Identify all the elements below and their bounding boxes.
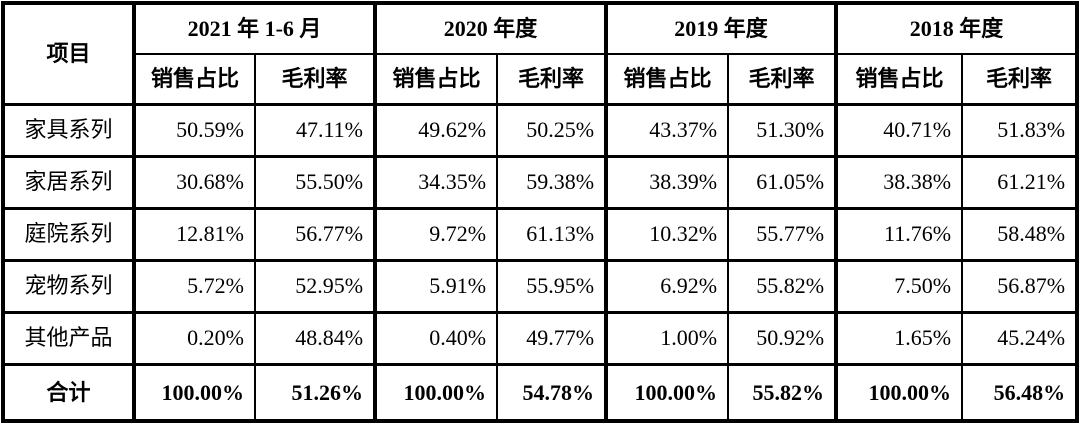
data-cell: 47.11%: [253, 102, 377, 157]
subheader-sales-share: 销售占比: [834, 53, 964, 105]
period-header-2021: 2021 年 1-6 月: [131, 2, 377, 55]
period-header-2018: 2018 年度: [834, 2, 1079, 55]
header-row-metrics: 销售占比 毛利率 销售占比 毛利率 销售占比 毛利率 销售占比 毛利率: [3, 53, 1079, 105]
data-cell: 1.65%: [834, 310, 964, 365]
data-cell: 55.95%: [496, 258, 608, 313]
data-cell: 43.37%: [604, 102, 730, 157]
data-cell: 61.21%: [961, 154, 1079, 209]
table-row-courtyard: 庭院系列 12.81% 56.77% 9.72% 61.13% 10.32% 5…: [2, 206, 1079, 261]
row-label: 宠物系列: [2, 258, 135, 313]
data-cell: 100.00%: [834, 362, 964, 422]
data-cell: 7.50%: [834, 258, 964, 313]
data-cell: 55.82%: [727, 258, 838, 313]
data-cell: 38.39%: [604, 154, 730, 209]
data-cell: 38.38%: [834, 154, 964, 209]
subheader-sales-share: 销售占比: [132, 53, 256, 105]
data-cell: 5.72%: [132, 258, 256, 313]
subheader-sales-share: 销售占比: [604, 53, 730, 105]
data-cell: 48.84%: [253, 310, 377, 365]
data-cell: 50.59%: [132, 102, 256, 157]
data-cell: 55.50%: [253, 154, 377, 209]
data-cell: 0.40%: [373, 310, 499, 365]
data-cell: 58.48%: [961, 206, 1079, 261]
data-cell: 61.05%: [727, 154, 838, 209]
data-cell: 59.38%: [496, 154, 608, 209]
data-cell: 100.00%: [132, 362, 256, 422]
data-cell: 49.77%: [496, 310, 608, 365]
data-cell: 11.76%: [834, 206, 964, 261]
table-row-other: 其他产品 0.20% 48.84% 0.40% 49.77% 1.00% 50.…: [2, 310, 1079, 365]
data-cell: 51.26%: [253, 362, 377, 422]
data-cell: 50.25%: [496, 102, 608, 157]
data-cell: 61.13%: [496, 206, 608, 261]
data-cell: 100.00%: [373, 362, 499, 422]
data-cell: 30.68%: [132, 154, 256, 209]
subheader-sales-share: 销售占比: [373, 53, 499, 105]
header-row-periods: 项目 2021 年 1-6 月 2020 年度 2019 年度 2018 年度: [2, 2, 1079, 105]
data-cell: 6.92%: [604, 258, 730, 313]
data-cell: 10.32%: [604, 206, 730, 261]
row-label: 合计: [2, 362, 135, 422]
row-label: 家居系列: [2, 154, 135, 209]
data-cell: 45.24%: [961, 310, 1079, 365]
data-cell: 51.83%: [961, 102, 1079, 157]
row-label: 家具系列: [2, 102, 135, 157]
subheader-gross-margin: 毛利率: [253, 53, 377, 105]
table-row-pet: 宠物系列 5.72% 52.95% 5.91% 55.95% 6.92% 55.…: [2, 258, 1079, 313]
data-cell: 1.00%: [604, 310, 730, 365]
data-cell: 50.92%: [727, 310, 838, 365]
data-cell: 34.35%: [373, 154, 499, 209]
data-cell: 52.95%: [253, 258, 377, 313]
table-row-total: 合计 100.00% 51.26% 100.00% 54.78% 100.00%…: [2, 362, 1079, 422]
row-label: 其他产品: [2, 310, 135, 365]
data-cell: 0.20%: [132, 310, 256, 365]
subheader-gross-margin: 毛利率: [727, 53, 838, 105]
data-cell: 56.87%: [961, 258, 1079, 313]
data-cell: 56.77%: [253, 206, 377, 261]
row-label: 庭院系列: [2, 206, 135, 261]
period-header-2020: 2020 年度: [373, 2, 608, 55]
table-row-furniture: 家具系列 50.59% 47.11% 49.62% 50.25% 43.37% …: [2, 102, 1079, 157]
subheader-gross-margin: 毛利率: [961, 53, 1079, 105]
data-cell: 5.91%: [373, 258, 499, 313]
data-cell: 49.62%: [373, 102, 499, 157]
data-cell: 55.82%: [727, 362, 838, 422]
data-cell: 40.71%: [834, 102, 964, 157]
table-row-household: 家居系列 30.68% 55.50% 34.35% 59.38% 38.39% …: [2, 154, 1079, 209]
data-cell: 51.30%: [727, 102, 838, 157]
data-cell: 55.77%: [727, 206, 838, 261]
period-header-2019: 2019 年度: [604, 2, 838, 55]
data-cell: 9.72%: [373, 206, 499, 261]
item-header-cell: 项目: [2, 2, 135, 105]
subheader-gross-margin: 毛利率: [496, 53, 608, 105]
data-cell: 54.78%: [496, 362, 608, 422]
data-cell: 56.48%: [961, 362, 1079, 422]
data-cell: 12.81%: [132, 206, 256, 261]
data-cell: 100.00%: [604, 362, 730, 422]
